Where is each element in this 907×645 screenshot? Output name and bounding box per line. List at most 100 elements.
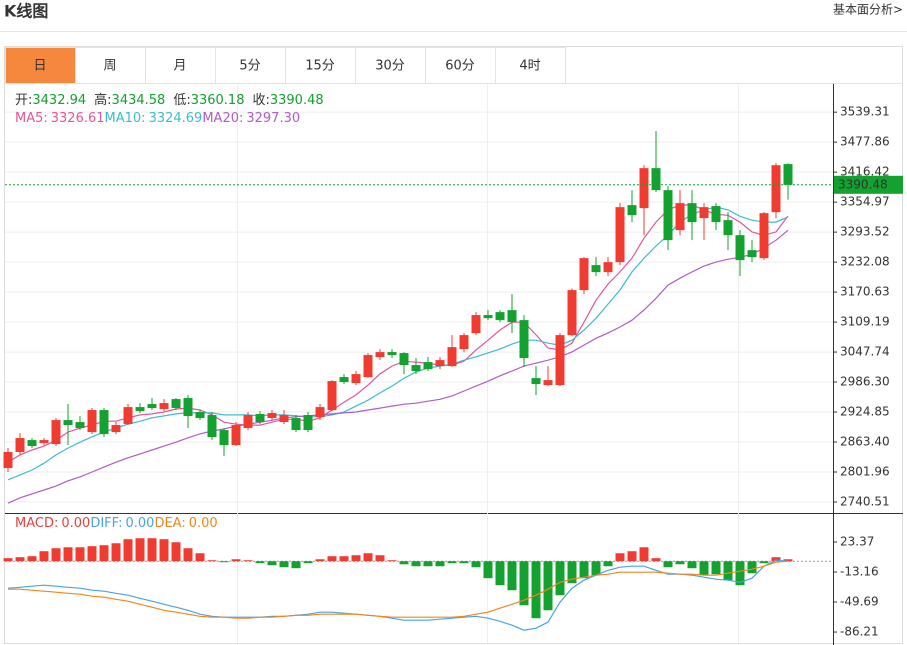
tab-label[interactable]: 30分 (375, 59, 405, 74)
legend-name: MA20: (202, 111, 243, 126)
tab[interactable] (5, 47, 76, 84)
candle-body (231, 425, 241, 446)
fundamental-link[interactable]: 基本面分析> (833, 3, 903, 17)
y-tick-label: 3232.08 (840, 255, 890, 269)
macd-bar (255, 561, 265, 564)
macd-bar (63, 547, 73, 562)
macd-bar (351, 555, 361, 562)
panel-border (4, 46, 903, 644)
ohlc-label: 低: (173, 93, 190, 108)
legend-name: DEA: (154, 516, 185, 531)
legend-value: 0.00 (189, 516, 218, 531)
macd-bar (3, 558, 13, 562)
macd-line (7, 559, 789, 631)
macd-bar (75, 547, 85, 562)
legend-value: 0.00 (125, 516, 154, 531)
candle-body (567, 290, 577, 336)
ohlc-info: 开:3432.94 高:3434.58 低:3360.18 收:3390.48 (15, 92, 324, 108)
price-tag (834, 175, 903, 194)
candle-body (327, 381, 337, 411)
candle-body (723, 220, 733, 236)
macd-bar (471, 561, 481, 568)
candle-body (75, 422, 85, 429)
y-tick-label: 23.37 (840, 535, 874, 549)
candle-body (735, 235, 745, 261)
macd-bar (699, 561, 709, 576)
tab-label[interactable]: 周 (103, 59, 116, 74)
macd-bar (627, 551, 637, 562)
macd-bar (591, 561, 601, 576)
macd-bar (399, 561, 409, 565)
macd-bar (771, 557, 781, 562)
ohlc-label: 收: (252, 93, 269, 108)
tab-label[interactable]: 60分 (445, 59, 475, 74)
candle-body (435, 360, 445, 367)
candle-body (531, 378, 541, 385)
candle-body (399, 353, 409, 366)
macd-bar (519, 561, 529, 606)
macd-bar (507, 561, 517, 591)
candle-body (315, 407, 325, 418)
macd-bar (495, 561, 505, 586)
candle-body (123, 407, 133, 425)
y-tick-label: -49.69 (840, 595, 879, 609)
candle-body (183, 398, 193, 417)
macd-bar (747, 561, 757, 574)
candle-body (291, 418, 301, 431)
macd-bar (555, 561, 565, 596)
legend-value: 3326.61 (51, 111, 105, 126)
candle-body (699, 207, 709, 219)
y-tick-label: 3539.31 (840, 105, 890, 119)
candle-body (651, 168, 661, 191)
y-tick-label: 3293.52 (840, 225, 890, 239)
candle-body (243, 415, 253, 429)
macd-bar (531, 561, 541, 619)
macd-bar (171, 542, 181, 562)
candle-body (159, 403, 169, 410)
tab[interactable] (75, 47, 146, 84)
tab-label[interactable]: 日 (33, 59, 46, 74)
macd-bar (423, 561, 433, 567)
legend-name: DIFF: (90, 516, 122, 531)
ohlc-value: 3390.48 (270, 93, 324, 108)
legend-name: MA5: (15, 111, 48, 126)
candle-body (519, 320, 529, 359)
candle-body (579, 258, 589, 291)
candle-body (147, 404, 157, 409)
macd-bar (735, 561, 745, 586)
y-tick-label: 2801.96 (840, 465, 890, 479)
macd-bar (663, 561, 673, 568)
legend-value: 3297.30 (246, 111, 300, 126)
candle-body (375, 352, 385, 358)
y-tick-label: 3170.63 (840, 285, 890, 299)
candle-body (3, 452, 13, 469)
macd-bar (639, 547, 649, 562)
macd-bar (483, 561, 493, 579)
candle-body (543, 380, 553, 386)
tab[interactable] (285, 47, 356, 84)
macd-bar (711, 561, 721, 575)
macd-bar (15, 557, 25, 562)
y-tick-label: -86.21 (840, 625, 879, 639)
macd-bar (567, 561, 577, 584)
candle-body (99, 410, 109, 435)
macd-bar (387, 560, 397, 562)
macd-bar (207, 560, 217, 562)
tab-label[interactable]: 4时 (519, 59, 540, 74)
ohlc-label: 开: (15, 93, 32, 108)
candle-body (627, 205, 637, 216)
macd-line (8, 560, 789, 619)
candle-body (483, 315, 493, 319)
tab-label[interactable]: 月 (173, 59, 186, 74)
tab[interactable] (495, 47, 566, 84)
candle-body (411, 365, 421, 372)
ma-line (7, 204, 789, 463)
macd-bar (111, 543, 121, 562)
macd-bar (87, 546, 97, 562)
tab-label[interactable]: 15分 (305, 59, 335, 74)
tab-label[interactable]: 5分 (239, 59, 260, 74)
macd-bar (651, 558, 661, 562)
candle-body (771, 165, 781, 213)
tab[interactable] (145, 47, 216, 84)
